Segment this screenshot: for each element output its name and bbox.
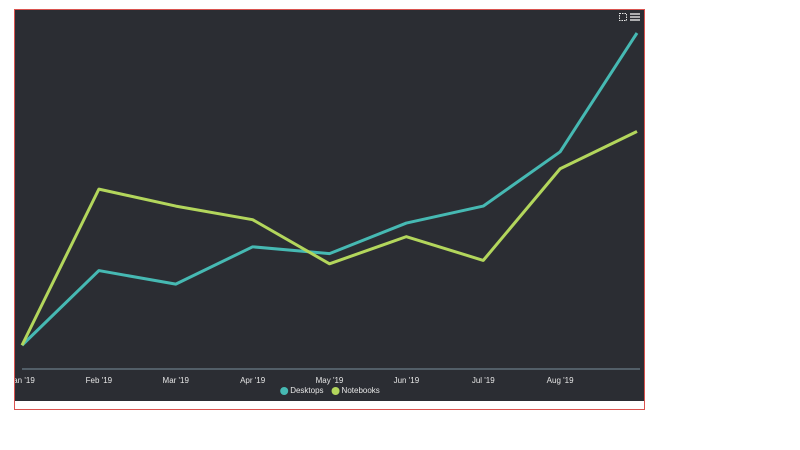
series-line [20, 130, 638, 346]
plot-area: Jan '19 Feb '19 Mar '19 Apr '19 May '19 Jun '… [9, 32, 640, 385]
legend-marker [280, 387, 289, 395]
legend-label: Notebooks [342, 386, 380, 395]
toolbar[interactable] [619, 13, 641, 21]
x-tick-label: Aug '19 [547, 376, 574, 385]
legend-label: Desktops [290, 386, 323, 395]
zoom-icon[interactable] [619, 13, 627, 21]
x-tick-label: Jul '19 [472, 376, 495, 385]
menu-icon[interactable] [630, 13, 640, 21]
legend-item[interactable]: Desktops [280, 386, 324, 395]
x-tick-label: Jan '19 [9, 376, 35, 385]
series-line [20, 32, 639, 347]
x-tick-label: Feb '19 [86, 376, 113, 385]
chart-background [15, 10, 644, 401]
legend-item[interactable]: Notebooks [331, 386, 380, 395]
x-tick-label: Mar '19 [163, 376, 190, 385]
legend: Desktops Notebooks [280, 386, 380, 395]
legend-marker [331, 387, 340, 395]
x-tick-label: Jun '19 [394, 376, 420, 385]
x-tick-label: May '19 [316, 376, 344, 385]
x-tick-label: Apr '19 [240, 376, 266, 385]
